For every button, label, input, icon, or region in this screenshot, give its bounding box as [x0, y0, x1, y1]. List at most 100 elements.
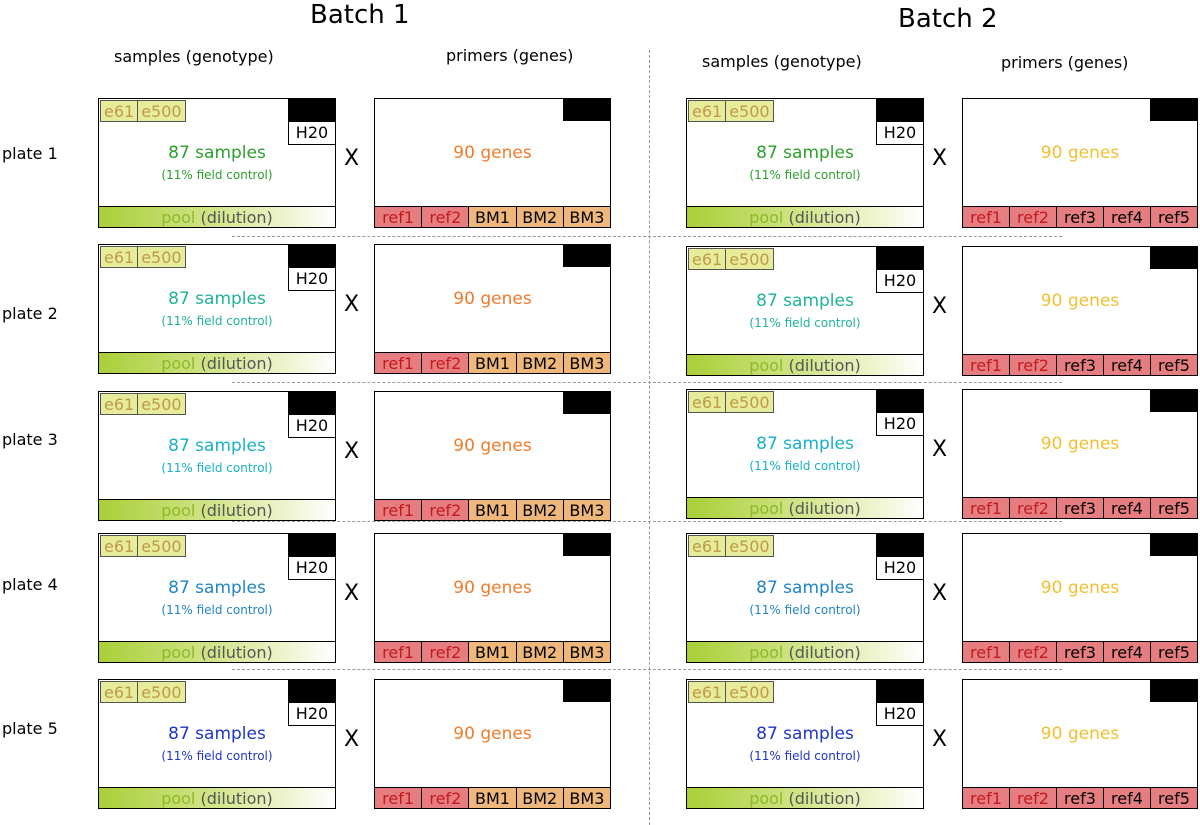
water-label: H20 [288, 267, 336, 291]
primer-ref2: ref2 [422, 499, 470, 521]
pool-dilution-row: pool (dilution) [686, 497, 924, 519]
water-well-marker [876, 98, 924, 121]
field-control-note: (11% field control) [749, 168, 861, 182]
water-well-marker [876, 679, 924, 702]
control-well-e61: e61 [100, 535, 139, 557]
water-label: H20 [876, 556, 924, 580]
pool-dilution-row: pool (dilution) [98, 206, 336, 228]
cross-symbol: X [344, 727, 360, 752]
field-control-note: (11% field control) [749, 316, 861, 330]
primer-plate: 90 genes ref1 ref2 BM1 BM2 BM3 [374, 391, 612, 521]
primer-BM2: BM2 [516, 206, 564, 228]
primer-ref2: ref2 [1010, 787, 1057, 809]
genes-count: 90 genes [1040, 291, 1120, 311]
control-wells: e61 e500 [688, 535, 774, 557]
primer-ref5: ref5 [1151, 206, 1198, 228]
control-well-e61: e61 [688, 681, 727, 703]
control-well-e61: e61 [688, 248, 727, 270]
control-wells: e61 e500 [688, 100, 774, 122]
control-well-e500: e500 [138, 100, 186, 122]
primer-BM2: BM2 [516, 641, 564, 663]
control-wells: e61 e500 [688, 681, 774, 703]
cross-symbol: X [344, 292, 360, 317]
primer-ref4: ref4 [1104, 787, 1151, 809]
plate-label: plate 2 [2, 304, 58, 323]
pool-label: pool [749, 499, 784, 518]
samples-count: 87 samples [168, 578, 266, 598]
control-well-e61: e61 [100, 246, 139, 268]
control-well-e61: e61 [100, 681, 139, 703]
primer-ref2: ref2 [422, 641, 470, 663]
primer-BM1: BM1 [469, 206, 517, 228]
primer-ref5: ref5 [1151, 354, 1198, 376]
cross-symbol: X [344, 439, 360, 464]
primer-BM2: BM2 [516, 499, 564, 521]
cross-symbol: X [932, 581, 948, 606]
dilution-label: (dilution) [788, 789, 861, 808]
primer-BM1: BM1 [469, 352, 517, 374]
primer-ref5: ref5 [1151, 641, 1198, 663]
cross-symbol: X [932, 437, 948, 462]
primer-plate: 90 genes ref1 ref2 ref3 ref4 ref5 [962, 98, 1198, 228]
primer-ref3: ref3 [1057, 206, 1104, 228]
primer-ref1: ref1 [962, 497, 1010, 519]
water-label: H20 [288, 121, 336, 145]
water-well-marker [288, 244, 336, 267]
primer-plate: 90 genes ref1 ref2 ref3 ref4 ref5 [962, 246, 1198, 376]
water-well-marker [876, 246, 924, 269]
primer-plate: 90 genes ref1 ref2 BM1 BM2 BM3 [374, 533, 612, 663]
genes-count: 90 genes [1040, 724, 1120, 744]
primer-marker [1150, 679, 1198, 702]
cross-symbol: X [344, 146, 360, 171]
water-label: H20 [876, 269, 924, 293]
water-well-marker [288, 98, 336, 121]
dilution-label: (dilution) [200, 789, 273, 808]
primer-ref3: ref3 [1057, 641, 1104, 663]
pool-label: pool [161, 501, 196, 520]
primer-ref2: ref2 [422, 206, 470, 228]
primer-marker [563, 679, 611, 702]
batch-1-title: Batch 1 [310, 0, 410, 30]
primer-marker [563, 244, 611, 267]
batch-1-primers-header: primers (genes) [446, 46, 574, 65]
plate-label: plate 1 [2, 144, 58, 163]
primer-cells: ref1 ref2 ref3 ref4 ref5 [962, 497, 1198, 519]
water-well-marker [288, 533, 336, 556]
samples-count: 87 samples [168, 724, 266, 744]
plate-label: plate 3 [2, 430, 58, 449]
control-wells: e61 e500 [100, 246, 186, 268]
control-well-e500: e500 [138, 535, 186, 557]
primer-ref2: ref2 [422, 787, 470, 809]
primer-ref2: ref2 [422, 352, 470, 374]
genes-count: 90 genes [453, 578, 532, 598]
primer-ref1: ref1 [374, 352, 423, 374]
control-well-e500: e500 [138, 393, 186, 415]
primer-cells: ref1 ref2 BM1 BM2 BM3 [374, 641, 612, 663]
pool-label: pool [749, 789, 784, 808]
water-well-marker [876, 389, 924, 412]
pool-dilution-row: pool (dilution) [686, 641, 924, 663]
primer-cells: ref1 ref2 BM1 BM2 BM3 [374, 499, 612, 521]
primer-ref2: ref2 [1010, 206, 1057, 228]
sample-plate: e61 e500 H20 87 samples (11% field control) p… [686, 246, 924, 376]
primer-ref2: ref2 [1010, 497, 1057, 519]
primer-ref2: ref2 [1010, 641, 1057, 663]
batch-2-title: Batch 2 [898, 4, 998, 34]
water-label: H20 [288, 702, 336, 726]
primer-ref4: ref4 [1104, 354, 1151, 376]
control-wells: e61 e500 [100, 681, 186, 703]
genes-count: 90 genes [1040, 578, 1120, 598]
primer-cells: ref1 ref2 ref3 ref4 ref5 [962, 787, 1198, 809]
pool-label: pool [161, 354, 196, 373]
pool-label: pool [161, 789, 196, 808]
control-wells: e61 e500 [100, 535, 186, 557]
primer-ref2: ref2 [1010, 354, 1057, 376]
dilution-label: (dilution) [200, 208, 273, 227]
control-wells: e61 e500 [100, 100, 186, 122]
dilution-label: (dilution) [200, 501, 273, 520]
control-wells: e61 e500 [688, 391, 774, 413]
primer-marker [1150, 389, 1198, 412]
primer-plate: 90 genes ref1 ref2 ref3 ref4 ref5 [962, 533, 1198, 663]
control-well-e61: e61 [100, 393, 139, 415]
primer-BM2: BM2 [516, 787, 564, 809]
